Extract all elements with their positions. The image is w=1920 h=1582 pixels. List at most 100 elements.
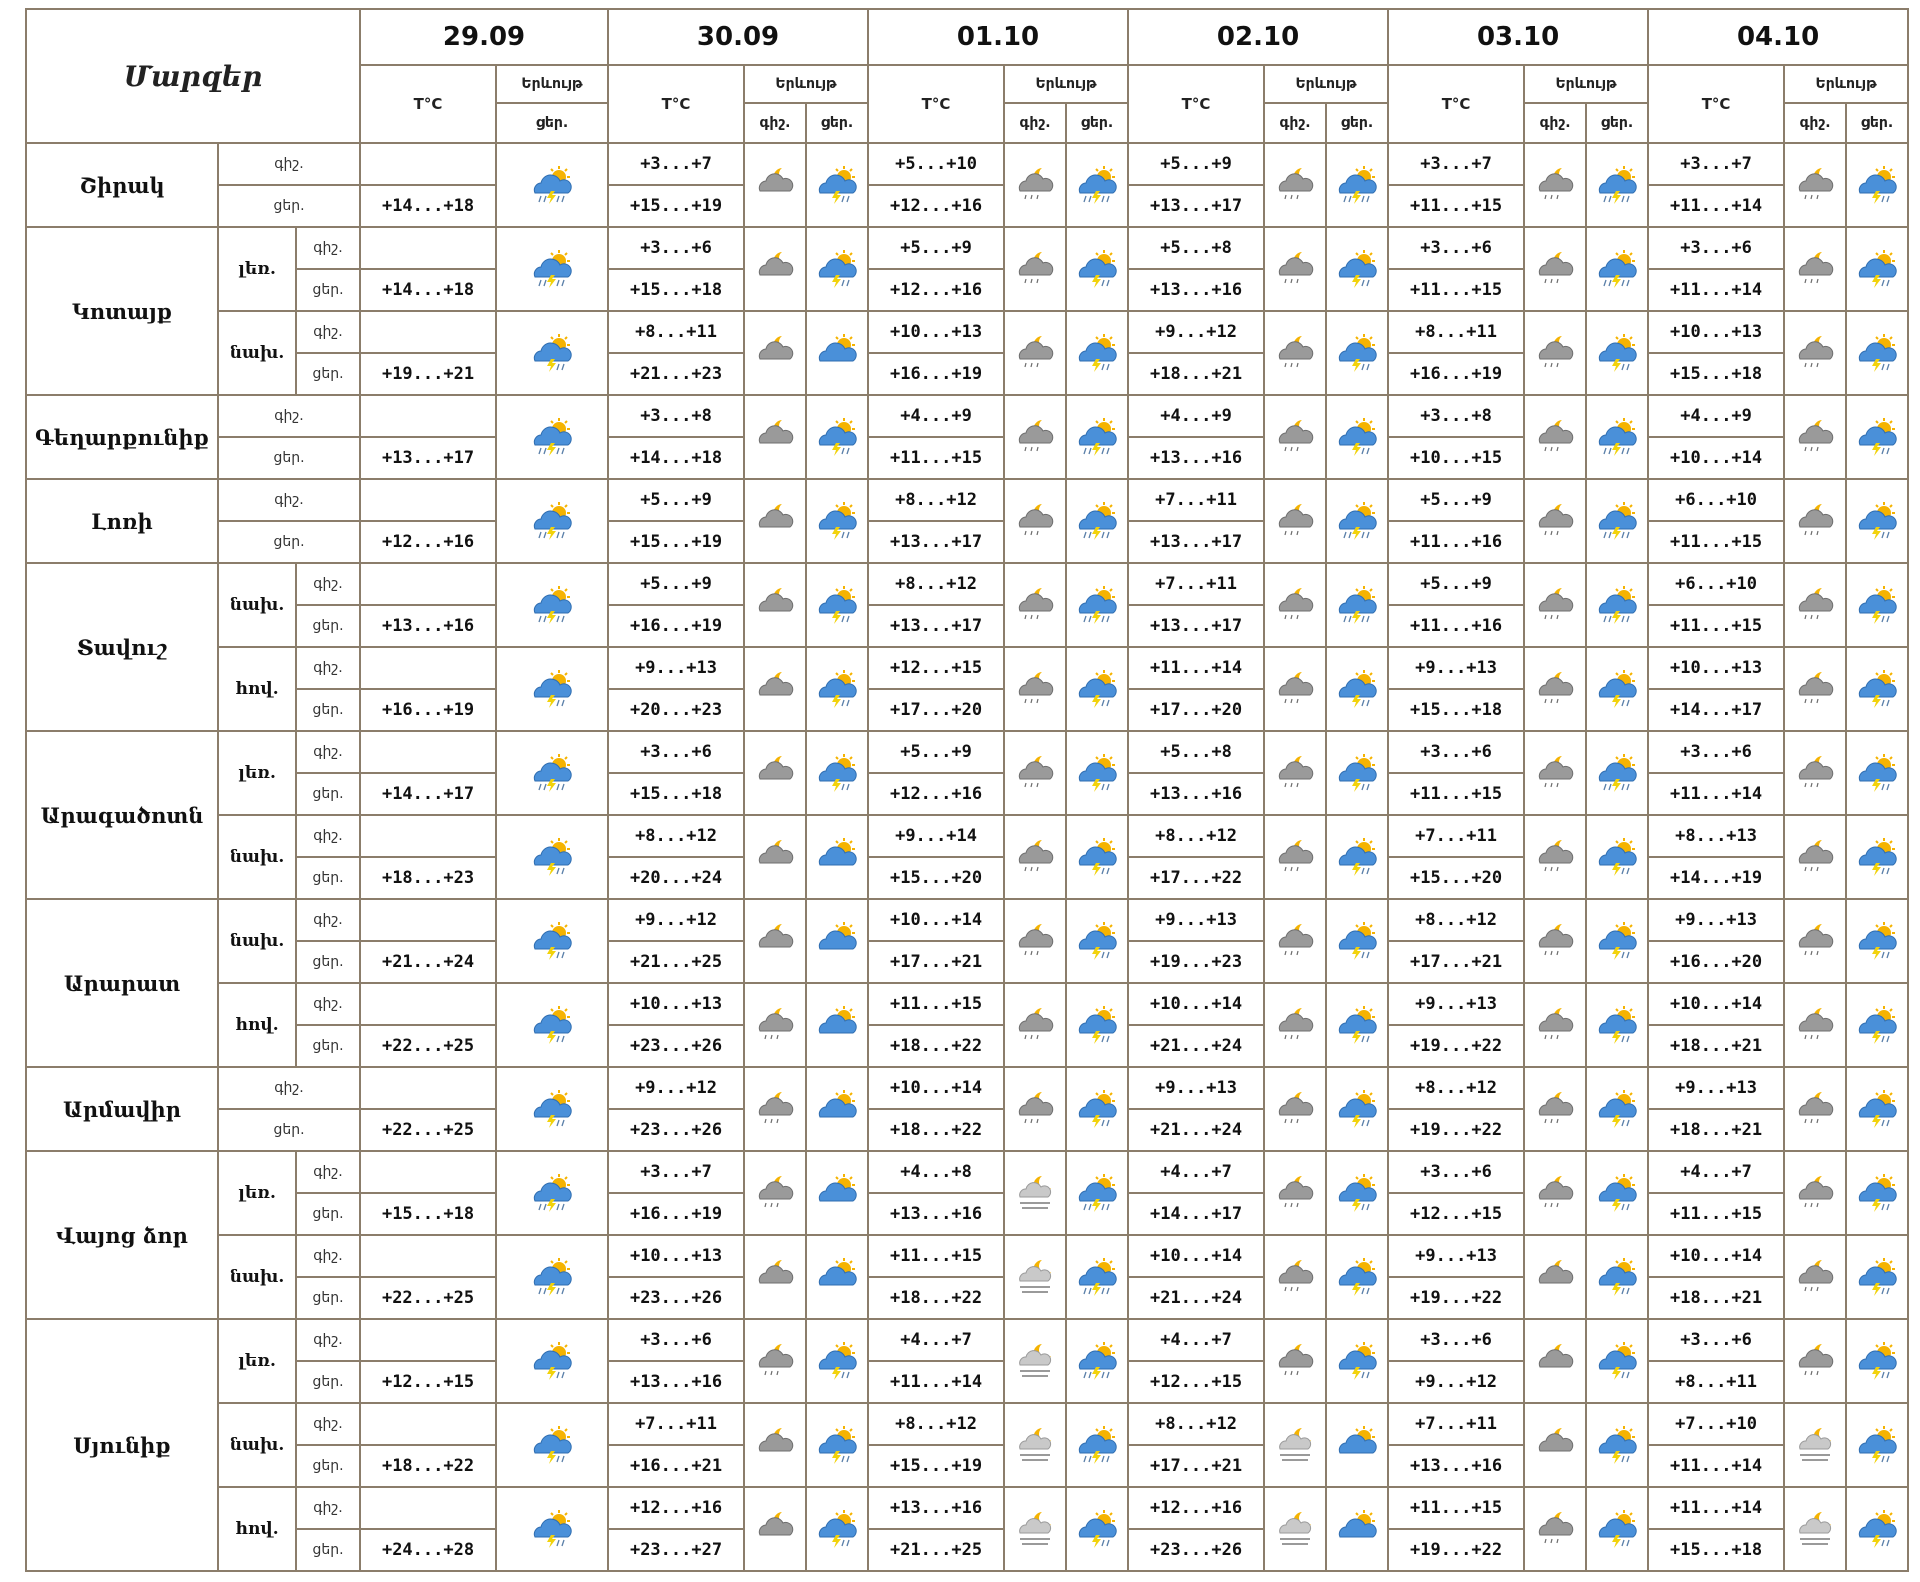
weather-icon-cell <box>1065 814 1130 900</box>
night-temperature: +11...+15 <box>867 982 1006 1026</box>
region-name: Կոտայք <box>25 226 219 396</box>
weather-column-header: Երևույթ <box>495 64 610 104</box>
day-label: ցեր. <box>216 1108 362 1152</box>
table-row: հով. գիշ. +9...+13 +12...+15 +11...+14 +9...+… <box>26 646 1910 732</box>
subregion-name: նախ. <box>217 1402 297 1488</box>
weather-icon-cell <box>1783 898 1848 984</box>
night-temperature <box>359 982 498 1026</box>
rain-moon-icon <box>1538 420 1574 452</box>
weather-icon-cell <box>805 1402 870 1488</box>
day-temperature: +11...+14 <box>1647 1444 1786 1488</box>
storm-rain-icon <box>1078 166 1117 204</box>
day-temperature: +9...+12 <box>1387 1360 1526 1404</box>
day-temperature: +12...+16 <box>867 184 1006 228</box>
day-temperature: +12...+16 <box>867 772 1006 816</box>
day-label: ցեր. <box>294 604 362 648</box>
table-row: ցեր. +21...+24 +21...+25 +17...+21 +19...+23… <box>26 940 1908 984</box>
day-temperature: +11...+15 <box>867 436 1006 480</box>
rain-moon-icon <box>1018 336 1054 368</box>
day-temperature: +13...+17 <box>1127 184 1266 228</box>
storm-rain-icon <box>533 1174 572 1212</box>
rain-moon-icon <box>1798 420 1834 452</box>
night-label: գիշ. <box>294 1234 362 1278</box>
forecast-table: Մարզեր 29.09 30.09 01.10 02.10 03.10 04.10 T°… <box>24 8 1910 1572</box>
weather-icon-cell <box>1325 1318 1390 1404</box>
night-temperature: +8...+11 <box>607 310 746 354</box>
storm-sun-icon <box>1078 922 1117 960</box>
weather-icon-cell <box>1263 1234 1328 1320</box>
rain-moon-icon <box>1538 168 1574 200</box>
weather-icon-cell <box>1845 562 1910 648</box>
date-header: 04.10 <box>1647 8 1910 66</box>
day-label: ցեր. <box>294 1444 362 1488</box>
weather-icon-cell <box>495 1402 610 1488</box>
rain-moon-icon <box>1278 1176 1314 1208</box>
subregion-name: հով. <box>217 1486 297 1572</box>
day-temperature: +12...+16 <box>359 520 498 564</box>
weather-icon-cell <box>1523 814 1588 900</box>
storm-sun-icon <box>818 1510 857 1548</box>
region-name: Սյունիք <box>25 1318 219 1572</box>
night-temperature: +10...+14 <box>867 1066 1006 1110</box>
weather-icon-cell <box>1523 730 1588 816</box>
night-temperature: +9...+13 <box>1647 898 1786 942</box>
weather-icon-cell <box>1325 814 1390 900</box>
cloud-moon-icon <box>758 420 794 444</box>
storm-rain-icon <box>1078 1342 1117 1380</box>
day-subheader: ցեր. <box>495 102 610 144</box>
rain-moon-icon <box>1798 1260 1834 1292</box>
rain-moon-icon <box>1278 252 1314 284</box>
night-temperature <box>359 646 498 690</box>
weather-icon-cell <box>1325 562 1390 648</box>
fog-moon-icon <box>1019 1344 1052 1377</box>
table-row: ցեր. +13...+16 +16...+19 +13...+17 +13...+17… <box>26 604 1908 648</box>
day-subheader: ցեր. <box>1065 102 1130 144</box>
weather-icon-cell <box>1263 646 1328 732</box>
weather-icon-cell <box>495 646 610 732</box>
weather-icon-cell <box>1065 1234 1130 1320</box>
rain-moon-icon <box>1278 840 1314 872</box>
storm-sun-icon <box>1858 1426 1897 1464</box>
day-temperature: +8...+11 <box>1647 1360 1786 1404</box>
weather-icon-cell <box>1845 646 1910 732</box>
night-temperature <box>359 478 498 522</box>
day-temperature: +14...+17 <box>1127 1192 1266 1236</box>
night-temperature: +5...+9 <box>607 478 746 522</box>
day-temperature: +17...+22 <box>1127 856 1266 900</box>
storm-sun-icon <box>1338 922 1377 960</box>
night-subheader: գիշ. <box>1783 102 1848 144</box>
weather-icon-cell <box>495 814 610 900</box>
weather-icon-cell <box>1325 982 1390 1068</box>
day-temperature: +21...+25 <box>607 940 746 984</box>
weather-icon-cell <box>1845 142 1910 228</box>
day-temperature: +13...+16 <box>1127 772 1266 816</box>
rain-moon-icon <box>1538 1092 1574 1124</box>
night-temperature: +10...+14 <box>1647 1234 1786 1278</box>
day-temperature: +18...+22 <box>867 1024 1006 1068</box>
weather-icon-cell <box>1325 1402 1390 1488</box>
weather-icon-cell <box>1783 1234 1848 1320</box>
storm-sun-icon <box>1858 502 1897 540</box>
rain-moon-icon <box>1538 924 1574 956</box>
weather-icon-cell <box>805 1486 870 1572</box>
rain-moon-icon <box>1798 756 1834 788</box>
rain-moon-icon <box>758 1344 794 1376</box>
day-temperature: +22...+25 <box>359 1108 498 1152</box>
day-temperature: +17...+21 <box>1127 1444 1266 1488</box>
night-label: գիշ. <box>294 1150 362 1194</box>
rain-moon-icon <box>1018 588 1054 620</box>
weather-icon-cell <box>1585 394 1650 480</box>
storm-rain-icon <box>533 502 572 540</box>
day-temperature: +11...+15 <box>1387 772 1526 816</box>
weather-icon-cell <box>805 1234 870 1320</box>
cloud-moon-icon <box>758 252 794 276</box>
storm-sun-icon <box>1598 1510 1637 1548</box>
rain-moon-icon <box>1018 168 1054 200</box>
night-temperature: +5...+9 <box>867 730 1006 774</box>
rain-moon-icon <box>1018 1092 1054 1124</box>
temp-column-header: T°C <box>1647 64 1786 144</box>
cloud-moon-icon <box>758 924 794 948</box>
weather-icon-cell <box>1065 226 1130 312</box>
date-header: 29.09 <box>359 8 610 66</box>
fog-moon-icon <box>1019 1512 1052 1545</box>
